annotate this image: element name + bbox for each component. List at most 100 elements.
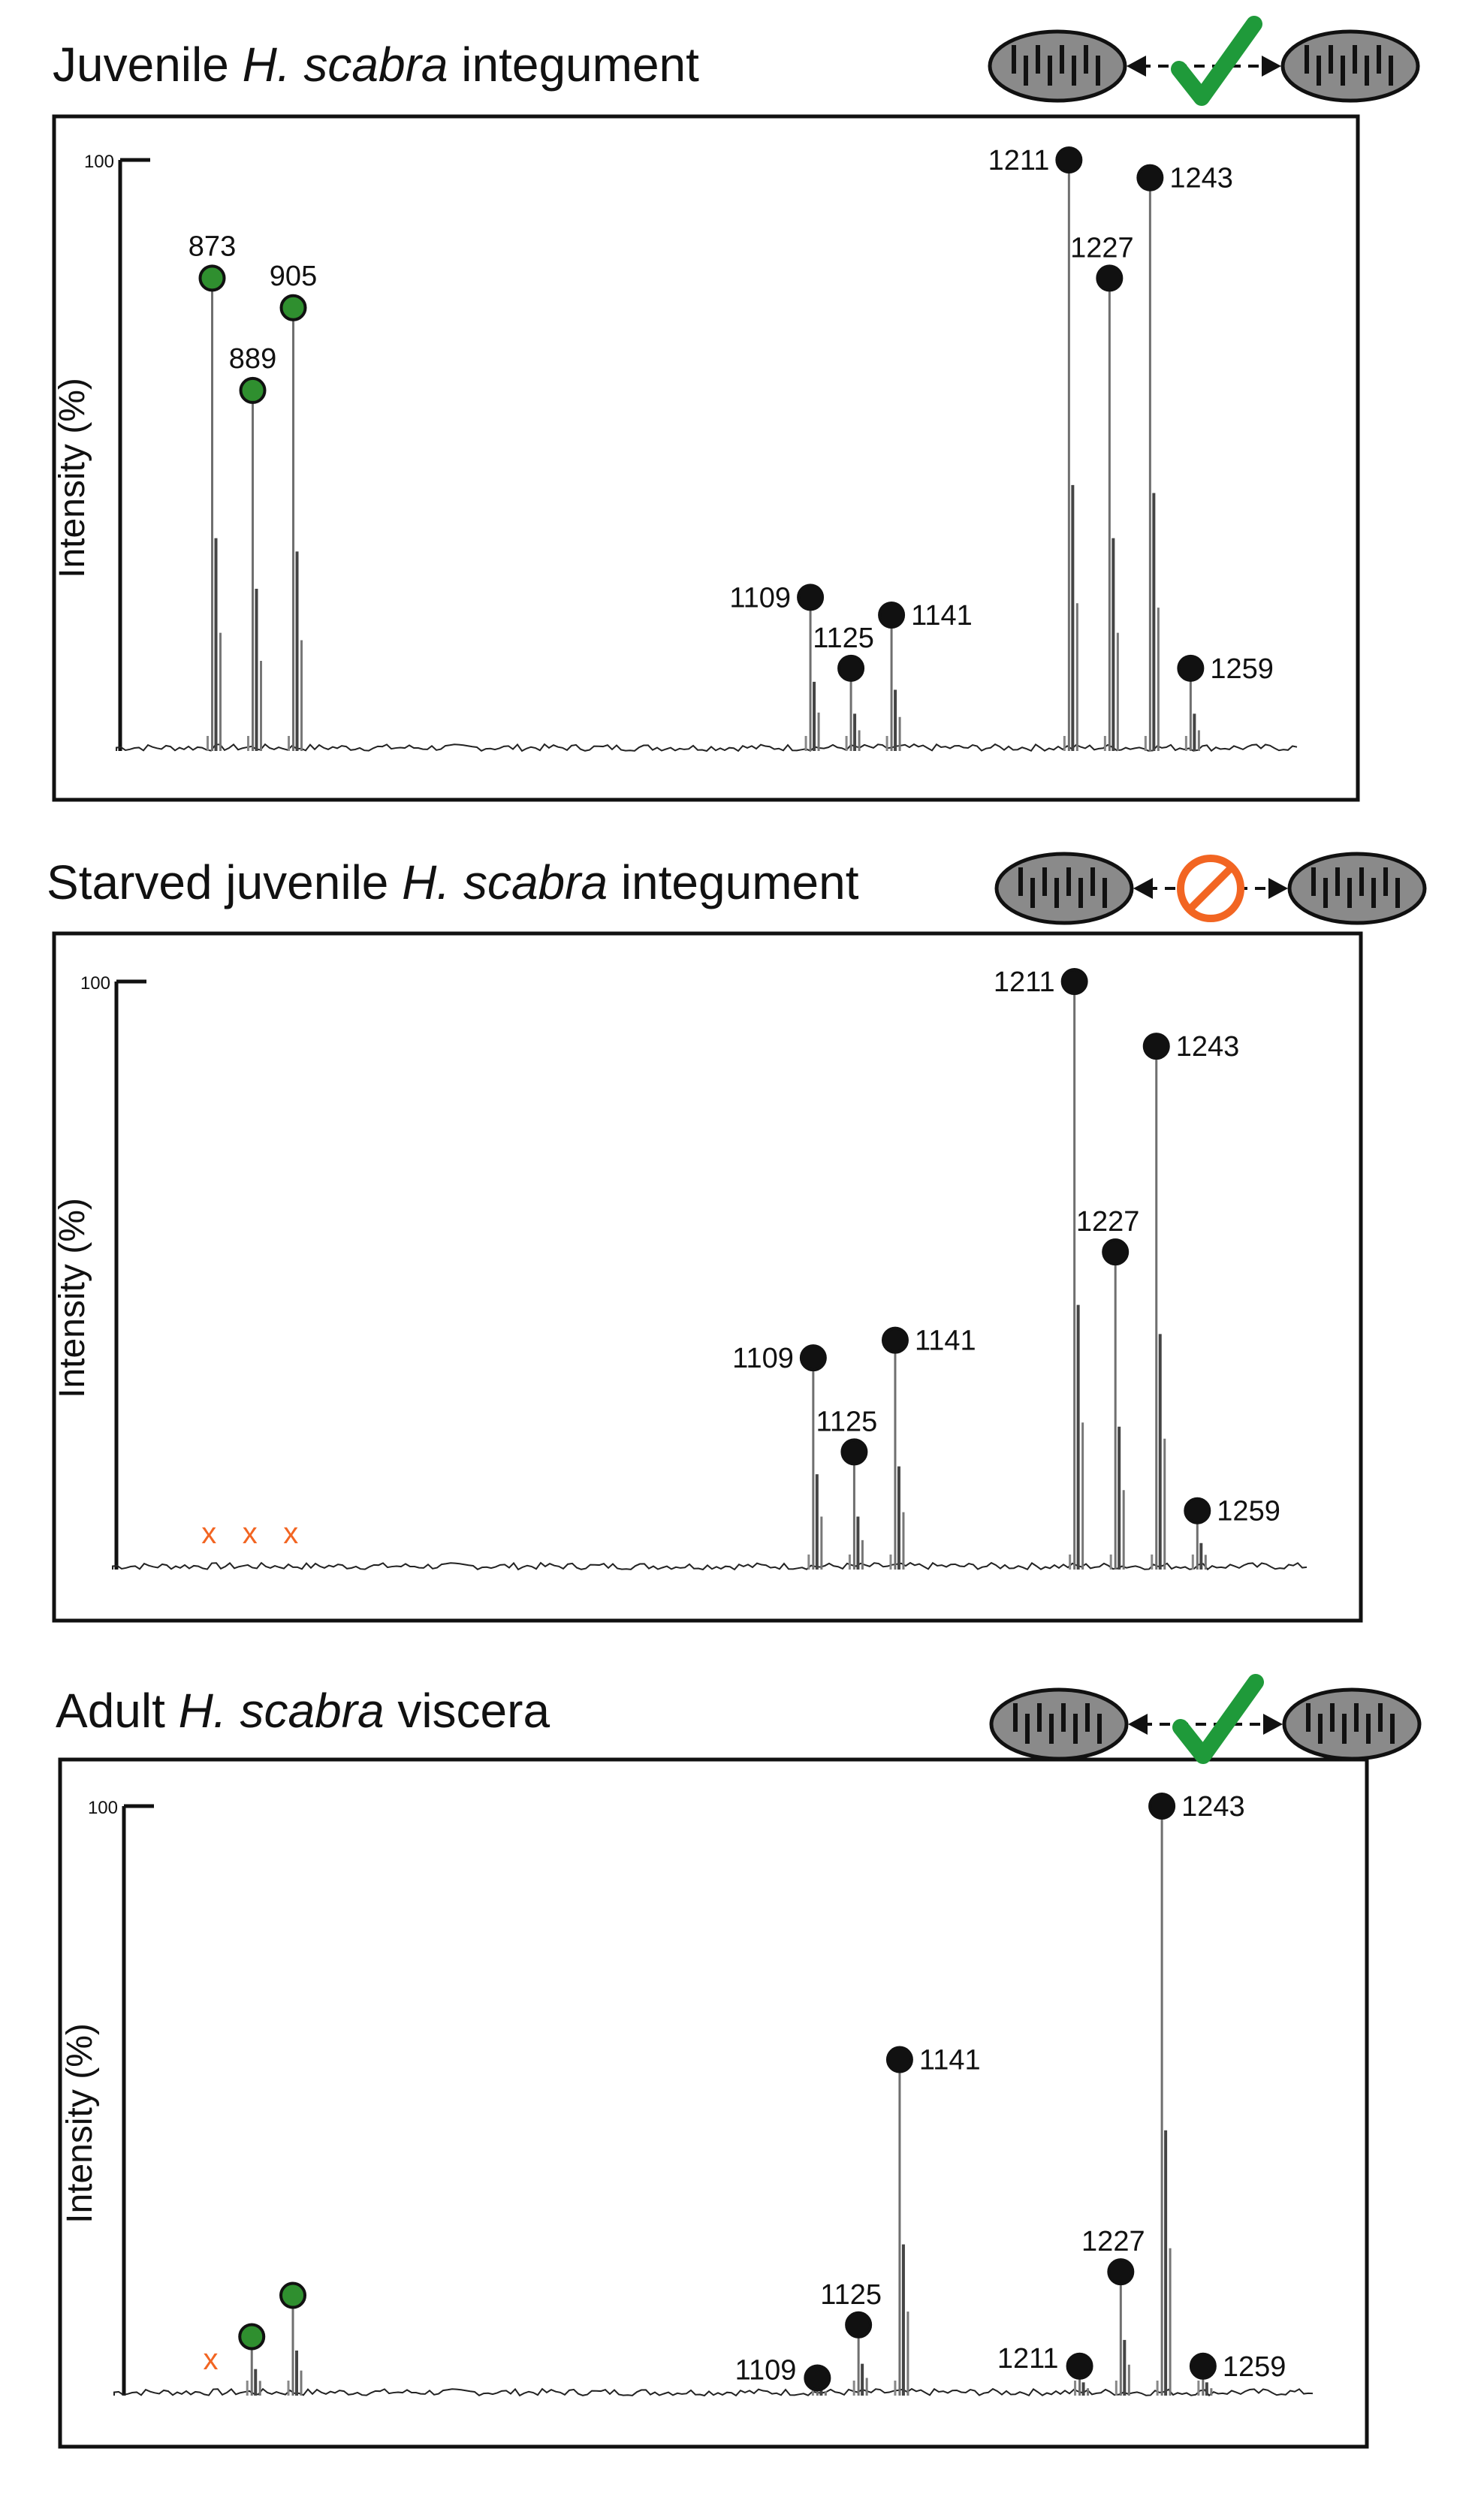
peak-1227: 1227 [1070, 232, 1134, 751]
arrow-left-icon [1133, 878, 1153, 899]
spectrum-panel-3: Adult H. scabra viscera 100 Intensity (%) 1… [56, 1684, 1369, 2449]
peak-1125: 1125 [816, 1406, 878, 1570]
mitochondria-fusion-icon [988, 16, 1420, 106]
absent-peak-mark: x [283, 1517, 298, 1550]
peak-label: 1211 [994, 967, 1055, 998]
peak-1109: 1109 [729, 582, 825, 751]
peak-1141: 1141 [885, 2045, 981, 2396]
peak-label: 1141 [915, 1325, 976, 1357]
peak-marker [804, 2364, 831, 2392]
peak-1211: 1211 [997, 2343, 1093, 2396]
mitochondrion-outline [1280, 29, 1420, 103]
title-part: Juvenile [53, 38, 243, 92]
absent-peak-mark: x [201, 1517, 216, 1550]
arrow-right-icon [1268, 878, 1288, 899]
peak-873: 873 [189, 231, 236, 751]
peak-label: 1259 [1210, 653, 1274, 685]
panel-title: Adult H. scabra viscera [56, 1684, 550, 1738]
mitochondrion-outline [988, 29, 1127, 103]
mitochondria-fusion-icon [994, 852, 1427, 925]
arrow-left-icon [1127, 56, 1146, 77]
spectrum-baseline [113, 2387, 1314, 2397]
peak-marker [1148, 1793, 1176, 1820]
green-peak-marker [279, 2281, 307, 2309]
y-axis-label: Intensity (%) [60, 2023, 100, 2224]
peak-label: 1125 [816, 1406, 878, 1437]
panel-title: Juvenile H. scabra integument [53, 38, 699, 92]
peak-1141: 1141 [878, 600, 973, 751]
peak-label: 905 [270, 261, 317, 292]
peak-1125: 1125 [820, 2279, 882, 2396]
peak-marker [1184, 1497, 1211, 1524]
peak-marker [878, 601, 906, 629]
mitochondrion-outline [989, 1687, 1129, 1761]
peak-label: 873 [189, 231, 236, 262]
mitochondrion-outline [1282, 1687, 1422, 1761]
peak-1259: 1259 [1189, 2351, 1286, 2396]
peak-label: 1125 [820, 2279, 882, 2311]
species-name: H. scabra [243, 38, 448, 92]
peak-marker [1102, 1238, 1130, 1266]
peak-905: 905 [270, 261, 317, 751]
peak-1211: 1211 [988, 145, 1083, 751]
title-part: viscera [385, 1684, 550, 1738]
peak-1259: 1259 [1184, 1496, 1280, 1570]
peak-marker [1107, 2258, 1135, 2286]
spectrum-baseline [116, 743, 1298, 752]
peak-marker [797, 584, 825, 611]
peak-label: 1211 [988, 145, 1050, 176]
peak-label: 1259 [1223, 2351, 1286, 2383]
panel-frame [52, 931, 1363, 1623]
checkmark-icon [1172, 1674, 1264, 1764]
peak-889: 889 [229, 343, 276, 751]
panel-frame [58, 1757, 1369, 2449]
peak-1109: 1109 [732, 1343, 827, 1570]
green-peak-marker [238, 2323, 266, 2351]
peak-1243: 1243 [1136, 163, 1233, 751]
peak-label: 1109 [735, 2354, 797, 2386]
y-axis-label: Intensity (%) [53, 1198, 92, 1398]
peak-marker [845, 2311, 873, 2339]
mitochondrion-left-icon [989, 1687, 1129, 1761]
title-part: integument [448, 38, 699, 92]
peak-marker [1060, 968, 1088, 995]
green-peak-marker [279, 294, 307, 321]
checkmark-icon [1171, 16, 1262, 106]
peak-1227: 1227 [1081, 2226, 1145, 2396]
peak-1109: 1109 [735, 2354, 831, 2396]
mitochondrion-cristae [1305, 45, 1393, 86]
mitochondrion-right-icon [1280, 29, 1420, 103]
peak-label: 1211 [997, 2343, 1059, 2375]
spectrum-panel-2: Starved juvenile H. scabra integument 100… [47, 855, 1363, 1623]
peak-marker-1 [279, 2281, 307, 2396]
peak-1141: 1141 [881, 1325, 976, 1570]
peak-1243: 1243 [1142, 1031, 1239, 1570]
mitochondrion-outline [994, 852, 1134, 925]
peak-label: 1259 [1217, 1496, 1280, 1527]
peak-label: 1141 [919, 2045, 981, 2076]
peak-marker [1066, 2352, 1093, 2380]
y-tick-label: 100 [80, 973, 110, 994]
mitochondrion-left-icon [988, 29, 1127, 103]
spectrum-baseline [112, 1561, 1308, 1571]
mitochondrion-cristae [1306, 1703, 1395, 1744]
green-peak-marker [239, 376, 267, 404]
peak-marker-0 [238, 2323, 266, 2396]
spectrum-panel-1: Juvenile H. scabra integument 100 Intensit… [52, 38, 1360, 802]
peak-label: 1243 [1169, 163, 1233, 195]
arrow-right-icon [1262, 56, 1281, 77]
absent-peak-mark: x [203, 2343, 218, 2376]
y-tick-label: 100 [84, 152, 114, 172]
peak-1227: 1227 [1076, 1206, 1139, 1570]
mitochondrion-cristae [1311, 867, 1400, 908]
title-part: Adult [56, 1684, 179, 1738]
peak-1243: 1243 [1148, 1791, 1245, 2396]
peak-marker [1189, 2352, 1217, 2380]
panel-frame [52, 114, 1360, 802]
peak-label: 1243 [1181, 1791, 1245, 1823]
y-tick-label: 100 [88, 1798, 118, 1818]
peak-marker [885, 2046, 913, 2073]
peak-marker [1055, 146, 1083, 173]
mitochondria-fusion-icon [989, 1674, 1422, 1764]
